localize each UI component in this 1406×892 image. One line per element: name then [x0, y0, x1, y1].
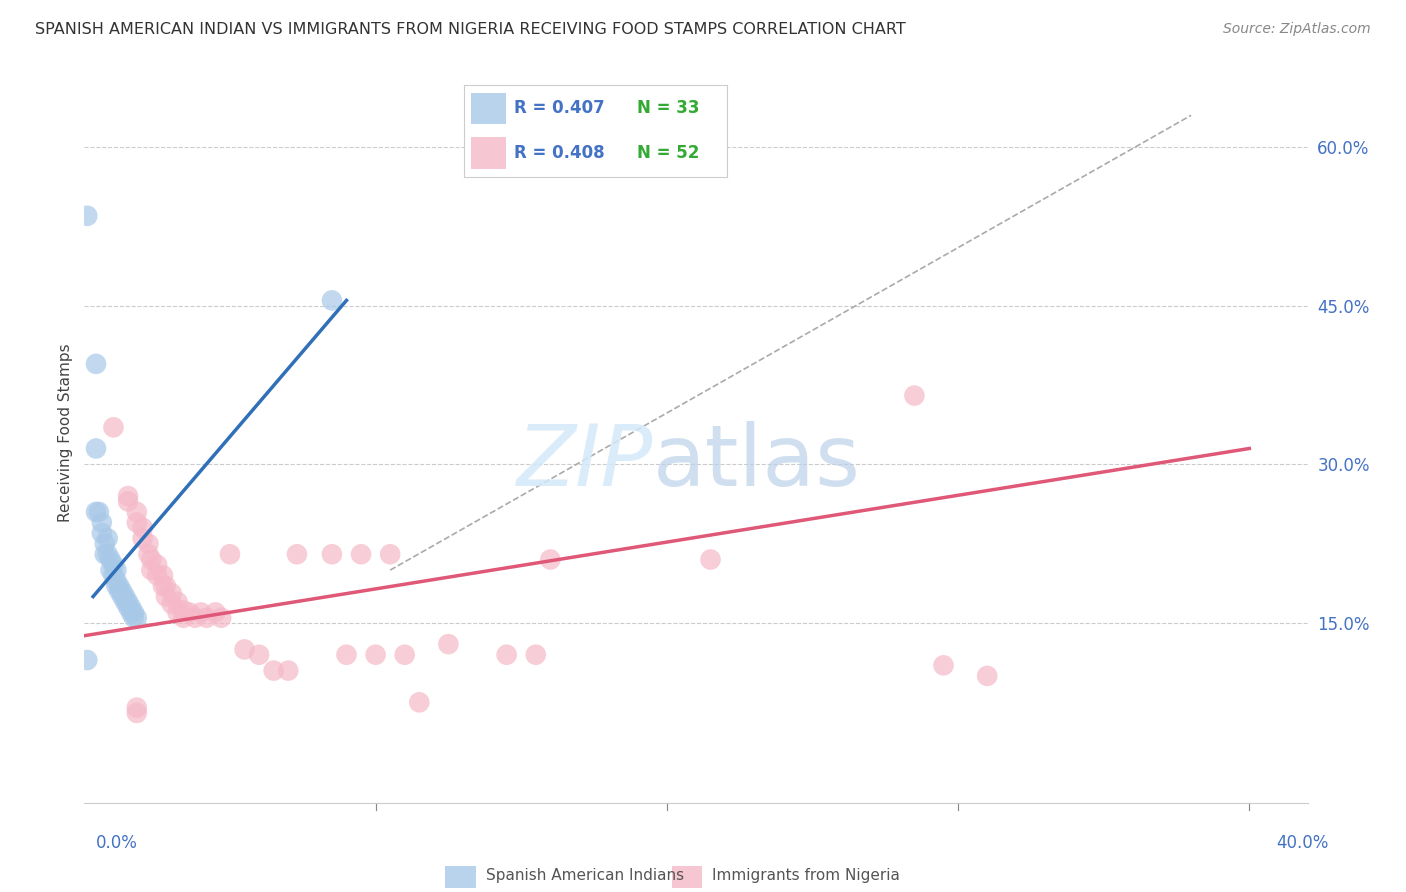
- Point: [76, 209, 98, 223]
- Point: [152, 568, 174, 582]
- Y-axis label: Receiving Food Stamps: Receiving Food Stamps: [58, 343, 73, 522]
- Point: [84, 357, 107, 371]
- Point: [394, 648, 416, 662]
- Text: ZIP: ZIP: [517, 421, 654, 504]
- Point: [524, 648, 547, 662]
- Point: [100, 563, 122, 577]
- Point: [131, 521, 153, 535]
- Point: [380, 547, 402, 561]
- Point: [114, 595, 136, 609]
- Point: [93, 547, 115, 561]
- Text: SPANISH AMERICAN INDIAN VS IMMIGRANTS FROM NIGERIA RECEIVING FOOD STAMPS CORRELA: SPANISH AMERICAN INDIAN VS IMMIGRANTS FR…: [35, 22, 905, 37]
- Point: [100, 552, 122, 566]
- Point: [111, 584, 134, 599]
- Point: [125, 516, 148, 530]
- Point: [160, 586, 183, 600]
- Point: [125, 505, 148, 519]
- Point: [285, 547, 308, 561]
- Point: [120, 600, 142, 615]
- Point: [335, 648, 357, 662]
- Point: [125, 611, 148, 625]
- Text: Immigrants from Nigeria: Immigrants from Nigeria: [711, 868, 900, 883]
- Point: [184, 611, 207, 625]
- Point: [976, 669, 998, 683]
- Point: [903, 389, 925, 403]
- Point: [166, 595, 188, 609]
- Point: [120, 606, 142, 620]
- Point: [350, 547, 373, 561]
- Point: [179, 606, 201, 620]
- Point: [84, 505, 107, 519]
- Point: [122, 606, 145, 620]
- Point: [408, 695, 430, 709]
- Point: [495, 648, 517, 662]
- Point: [364, 648, 387, 662]
- Point: [108, 579, 131, 593]
- Point: [103, 558, 125, 572]
- Point: [932, 658, 955, 673]
- Point: [103, 420, 125, 434]
- Point: [108, 584, 131, 599]
- Point: [166, 606, 188, 620]
- Point: [321, 293, 343, 308]
- Point: [117, 600, 139, 615]
- Point: [125, 700, 148, 714]
- Point: [247, 648, 270, 662]
- Point: [138, 537, 160, 551]
- Text: Spanish American Indians: Spanish American Indians: [485, 868, 683, 883]
- Point: [152, 579, 174, 593]
- Point: [195, 611, 218, 625]
- Point: [233, 642, 256, 657]
- Point: [172, 603, 194, 617]
- Point: [131, 532, 153, 546]
- Point: [93, 537, 115, 551]
- Point: [84, 442, 107, 456]
- Point: [103, 568, 125, 582]
- Text: Source: ZipAtlas.com: Source: ZipAtlas.com: [1223, 22, 1371, 37]
- Point: [114, 590, 136, 604]
- Point: [141, 563, 163, 577]
- Point: [155, 590, 177, 604]
- Point: [538, 552, 561, 566]
- Point: [141, 552, 163, 566]
- Point: [90, 526, 112, 541]
- Point: [146, 568, 169, 582]
- Point: [97, 532, 120, 546]
- Point: [105, 579, 128, 593]
- Point: [117, 489, 139, 503]
- Bar: [672, 866, 702, 888]
- Point: [172, 611, 194, 625]
- Point: [125, 706, 148, 720]
- Point: [219, 547, 242, 561]
- Point: [122, 611, 145, 625]
- Point: [155, 579, 177, 593]
- Text: 0.0%: 0.0%: [96, 834, 138, 852]
- Point: [204, 606, 226, 620]
- Point: [87, 505, 110, 519]
- Text: 40.0%: 40.0%: [1277, 834, 1329, 852]
- Point: [277, 664, 299, 678]
- Point: [209, 611, 232, 625]
- Point: [76, 653, 98, 667]
- Point: [160, 597, 183, 611]
- Point: [117, 595, 139, 609]
- Point: [263, 664, 285, 678]
- Point: [90, 516, 112, 530]
- Point: [117, 494, 139, 508]
- Point: [437, 637, 460, 651]
- Point: [138, 547, 160, 561]
- Point: [190, 606, 212, 620]
- Text: atlas: atlas: [654, 421, 860, 504]
- Point: [146, 558, 169, 572]
- Point: [699, 552, 721, 566]
- Point: [97, 547, 120, 561]
- Point: [105, 574, 128, 588]
- Point: [111, 590, 134, 604]
- Point: [105, 563, 128, 577]
- Bar: [446, 866, 475, 888]
- Point: [321, 547, 343, 561]
